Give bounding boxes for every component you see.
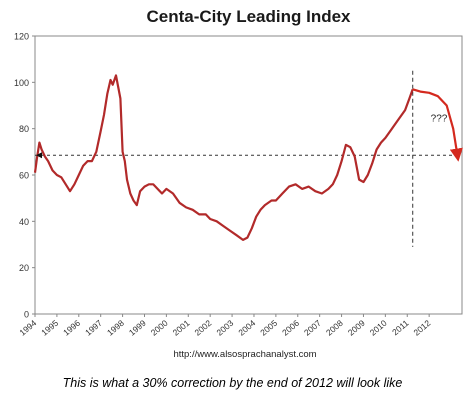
x-tick-label: 1994	[17, 318, 38, 338]
x-tick-label: 2001	[171, 318, 192, 338]
x-tick-label: 2000	[149, 318, 170, 338]
y-tick-label: 80	[19, 124, 29, 134]
chart-title: Centa-City Leading Index	[146, 7, 351, 26]
caption: This is what a 30% correction by the end…	[62, 376, 403, 390]
x-tick-label: 2006	[280, 318, 301, 338]
x-tick-label: 2004	[236, 318, 257, 338]
x-tick-label: 1998	[105, 318, 126, 338]
projection-line	[412, 88, 463, 162]
x-tick-label: 2007	[302, 318, 323, 338]
x-tick-label: 2008	[324, 318, 345, 338]
x-tick-label: 1999	[127, 318, 148, 338]
reference-start-arrow	[36, 152, 42, 159]
x-tick-label: 2009	[346, 318, 367, 338]
y-tick-label: 40	[19, 217, 29, 227]
plot-frame	[34, 35, 463, 315]
x-tick-label: 1997	[83, 318, 104, 338]
x-tick-label: 2002	[193, 318, 214, 338]
y-tick-label: 120	[14, 32, 29, 42]
annotation-text: ???	[431, 114, 448, 125]
source-url: http://www.alsosprachanalyst.com	[173, 349, 316, 360]
x-tick-label: 2005	[258, 318, 279, 338]
x-tick-label: 1995	[39, 318, 60, 338]
x-tick-label: 2011	[390, 318, 411, 338]
x-tick-label: 2003	[214, 318, 235, 338]
x-tick-label: 2012	[412, 318, 433, 338]
y-tick-label: 60	[19, 171, 29, 181]
x-tick-label: 2010	[368, 318, 389, 338]
index-series-line	[33, 74, 414, 241]
y-tick-label: 20	[19, 263, 29, 273]
x-tick-label: 1996	[61, 318, 82, 338]
y-tick-label: 100	[14, 78, 29, 88]
y-tick-label: 0	[24, 310, 29, 320]
